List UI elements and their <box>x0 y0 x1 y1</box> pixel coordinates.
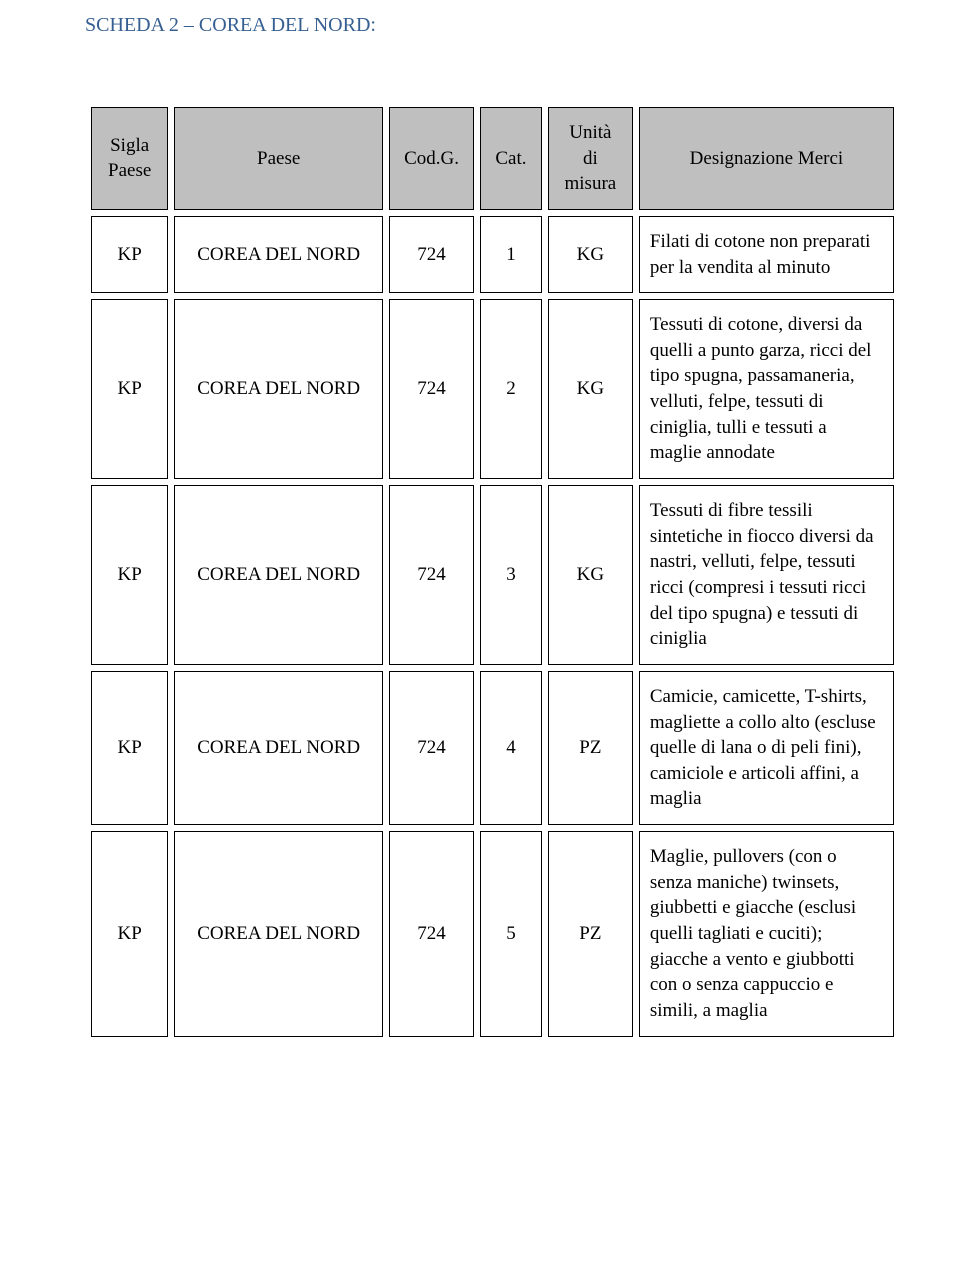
cell-codg: 724 <box>389 216 474 293</box>
cell-unit: PZ <box>548 671 633 825</box>
cell-codg: 724 <box>389 831 474 1036</box>
col-header-sigla: SiglaPaese <box>91 107 168 210</box>
col-header-desc: Designazione Merci <box>639 107 894 210</box>
table-row: KPCOREA DEL NORD7242KGTessuti di cotone,… <box>91 299 894 479</box>
cell-cat: 1 <box>480 216 542 293</box>
cell-unit: KG <box>548 216 633 293</box>
cell-desc: Camicie, camicette, T-shirts, magliette … <box>639 671 894 825</box>
col-header-cat: Cat. <box>480 107 542 210</box>
table-row: KPCOREA DEL NORD7244PZCamicie, camicette… <box>91 671 894 825</box>
page-title: SCHEDA 2 – COREA DEL NORD: <box>85 14 900 37</box>
table-row: KPCOREA DEL NORD7241KGFilati di cotone n… <box>91 216 894 293</box>
cell-paese: COREA DEL NORD <box>174 299 383 479</box>
cell-paese: COREA DEL NORD <box>174 671 383 825</box>
cell-sigla: KP <box>91 216 168 293</box>
cell-sigla: KP <box>91 831 168 1036</box>
table-row: KPCOREA DEL NORD7243KGTessuti di fibre t… <box>91 485 894 665</box>
col-header-unit: Unitàdimisura <box>548 107 633 210</box>
cell-cat: 4 <box>480 671 542 825</box>
cell-cat: 5 <box>480 831 542 1036</box>
cell-sigla: KP <box>91 671 168 825</box>
cell-cat: 3 <box>480 485 542 665</box>
cell-desc: Maglie, pullovers (con o senza maniche) … <box>639 831 894 1036</box>
cell-paese: COREA DEL NORD <box>174 485 383 665</box>
cell-unit: KG <box>548 299 633 479</box>
col-header-paese: Paese <box>174 107 383 210</box>
cell-paese: COREA DEL NORD <box>174 831 383 1036</box>
table-header-row: SiglaPaese Paese Cod.G. Cat. Unitàdimisu… <box>91 107 894 210</box>
cell-codg: 724 <box>389 485 474 665</box>
cell-desc: Tessuti di fibre tessili sintetiche in f… <box>639 485 894 665</box>
data-table: SiglaPaese Paese Cod.G. Cat. Unitàdimisu… <box>85 101 900 1043</box>
cell-desc: Filati di cotone non preparati per la ve… <box>639 216 894 293</box>
col-header-codg: Cod.G. <box>389 107 474 210</box>
cell-codg: 724 <box>389 671 474 825</box>
cell-sigla: KP <box>91 299 168 479</box>
cell-cat: 2 <box>480 299 542 479</box>
cell-desc: Tessuti di cotone, diversi da quelli a p… <box>639 299 894 479</box>
cell-sigla: KP <box>91 485 168 665</box>
table-row: KPCOREA DEL NORD7245PZMaglie, pullovers … <box>91 831 894 1036</box>
cell-codg: 724 <box>389 299 474 479</box>
cell-unit: PZ <box>548 831 633 1036</box>
cell-unit: KG <box>548 485 633 665</box>
cell-paese: COREA DEL NORD <box>174 216 383 293</box>
